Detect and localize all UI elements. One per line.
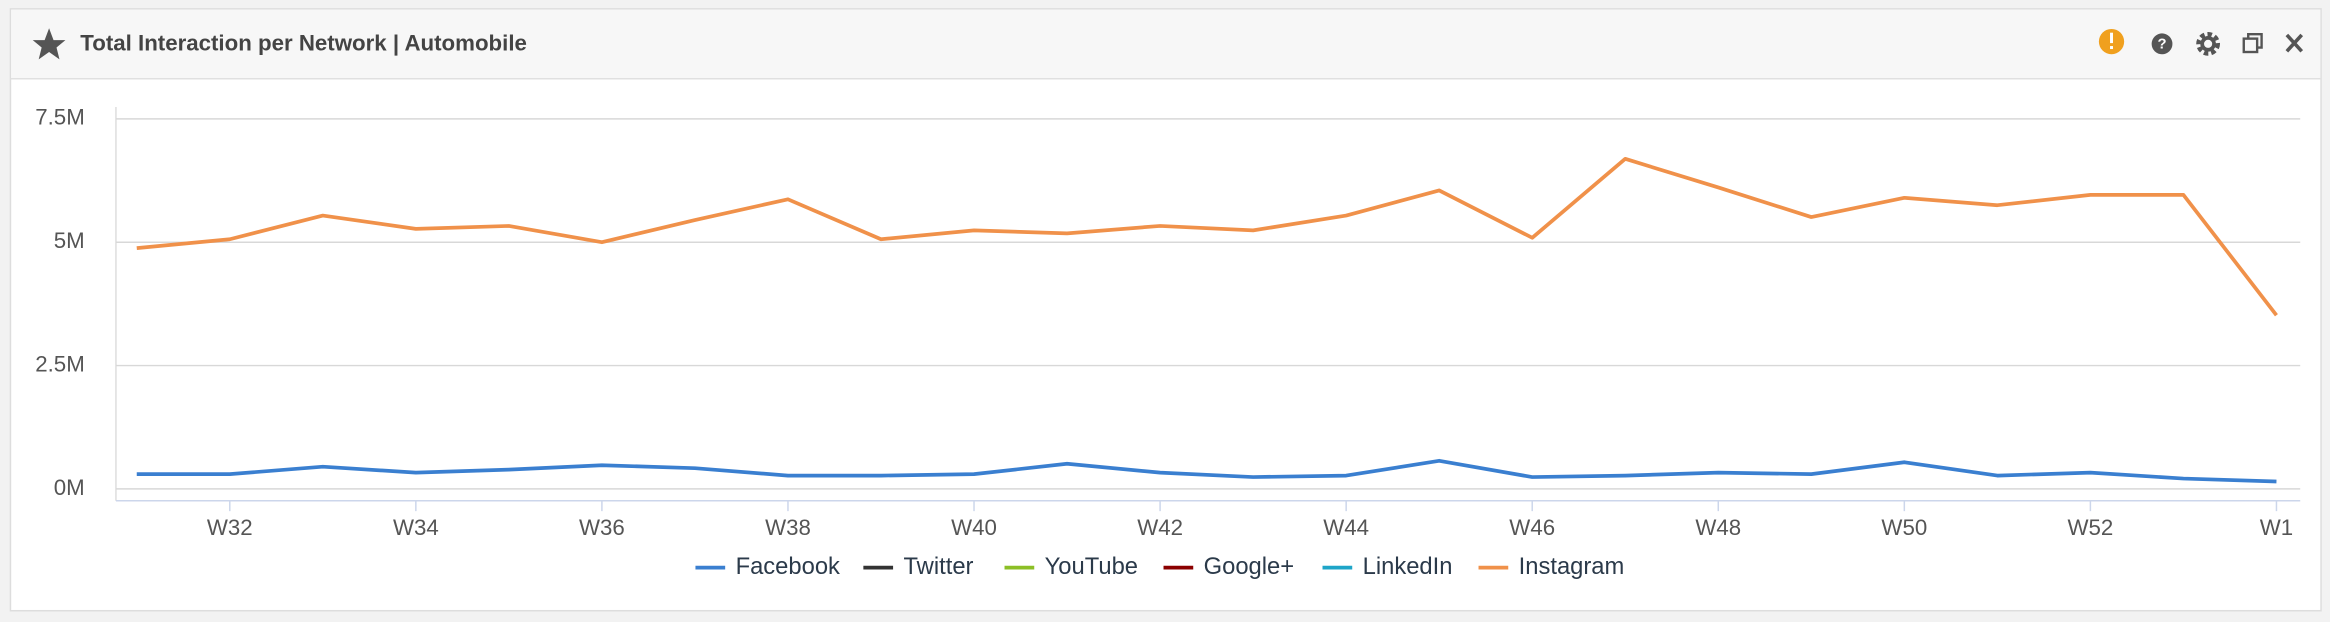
popout-icon[interactable] — [2242, 32, 2263, 54]
legend-label: Facebook — [736, 553, 840, 580]
legend-label: Twitter — [903, 553, 973, 580]
x-tick-label: W38 — [765, 515, 811, 540]
x-tick-label: W34 — [393, 515, 439, 540]
legend-label: Instagram — [1519, 553, 1625, 580]
y-tick-label: 0M — [54, 475, 85, 500]
legend-label: LinkedIn — [1363, 553, 1453, 580]
x-tick-label: W40 — [951, 515, 997, 540]
series-line — [136, 458, 2277, 484]
plot: 0M 2.5M 5M 7.5M W32 W34 W36 W38 W40 W42 W44 W46 W48 W… — [35, 105, 2301, 580]
x-tick-label: W44 — [1323, 515, 1369, 540]
svg-text:?: ? — [2158, 36, 2167, 52]
widget-title: Total Interaction per Network | Automobi… — [80, 30, 527, 55]
legend-label: YouTube — [1045, 553, 1138, 580]
x-tick-label: W46 — [1509, 515, 1555, 540]
close-icon[interactable] — [2285, 33, 2304, 53]
series-line — [136, 156, 2278, 317]
settings-icon[interactable] — [2196, 31, 2220, 56]
x-tick-label: W50 — [1881, 515, 1927, 540]
y-tick-label: 2.5M — [35, 351, 84, 376]
x-tick-label: W32 — [207, 515, 253, 540]
help-icon[interactable]: ? — [2151, 33, 2173, 55]
y-tick-label: 7.5M — [35, 105, 84, 130]
x-tick-label: W42 — [1137, 515, 1183, 540]
legend-label: Google+ — [1204, 553, 1295, 580]
favorite-icon[interactable] — [32, 28, 66, 60]
x-tick-label: W48 — [1695, 515, 1741, 540]
y-tick-label: 5M — [54, 228, 85, 253]
x-tick-label: W1 — [2260, 515, 2293, 540]
card — [9, 8, 2322, 612]
x-tick-label: W36 — [579, 515, 625, 540]
card-header — [11, 9, 2321, 79]
alert-icon[interactable] — [2098, 28, 2125, 55]
x-tick-label: W52 — [2067, 515, 2113, 540]
